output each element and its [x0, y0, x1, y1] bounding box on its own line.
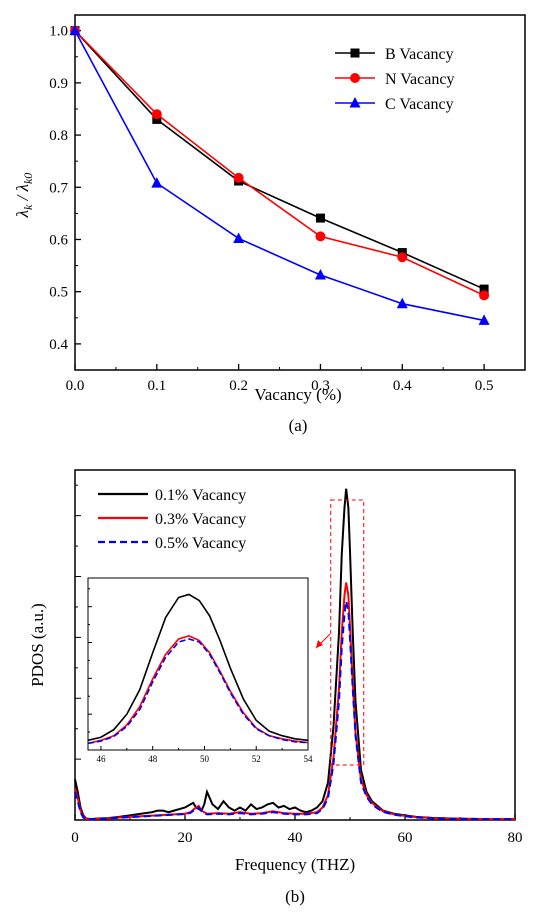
- data-point-1-5: [479, 290, 490, 301]
- chart-a: 0.0 0.1 0.2 0.3 0.4 0.50.40.50.60.70.80.91.0 …: [13, 14, 526, 435]
- chart-b-panel-label: (b): [285, 887, 305, 906]
- legend-marker-1: [350, 73, 360, 83]
- data-point-0-5: [479, 284, 489, 294]
- data-point-2-3: [314, 268, 326, 280]
- legend-label-1: N Vacancy: [385, 71, 454, 88]
- chart-a-xtick-label: 0.1: [147, 378, 166, 394]
- peak-highlight-box: [330, 499, 365, 766]
- chart-a-ytick-label: 1.0: [49, 24, 68, 40]
- chart-a-xtick-label: 0.3: [311, 378, 330, 394]
- chart-b-legend: 0.1% Vacancy 0.3% Vacancy 0.5% Vacancy: [98, 487, 246, 552]
- legend-label-b-0: 0.1% Vacancy: [155, 487, 246, 504]
- inset-ticks: 46 48 50 52 54: [88, 588, 314, 764]
- chart-a-ylabel-sub2: k0: [21, 173, 35, 184]
- chart-a-ylabel-div: / λ: [13, 184, 32, 205]
- pdos-line-0: [74, 488, 515, 821]
- inset-xtick-label: 54: [304, 754, 314, 764]
- chart-a-legend: B Vacancy N Vacancy C Vacancy: [335, 46, 454, 113]
- inset-xtick-label: 46: [96, 754, 106, 764]
- series-line-2: [74, 30, 485, 322]
- chart-a-ylabel-main: λ: [13, 210, 32, 218]
- data-point-0-1: [152, 114, 162, 124]
- chart-a-xtick-label: 0.0: [66, 378, 85, 394]
- chart-b-xlabel: Frequency (THZ): [235, 855, 355, 874]
- inset-line-2: [87, 638, 309, 745]
- legend-label-0: B Vacancy: [385, 46, 454, 63]
- chart-b-xtick-label: 20: [178, 830, 193, 846]
- chart-a-xtick-label: 0.5: [475, 378, 494, 394]
- chart-b-xtick-label: 40: [288, 830, 303, 846]
- chart-b-ylabel: PDOS (a.u.): [28, 603, 47, 687]
- pdos-line-2: [74, 601, 515, 821]
- chart-a-ylabel: λk / λk0: [13, 173, 35, 219]
- chart-a-ylabel-sub1: k: [21, 204, 35, 210]
- inset-xtick-label: 48: [148, 754, 158, 764]
- data-point-1-4: [397, 252, 408, 263]
- chart-b: 0 20 40 60 80 46 48 50 52 54 Frequency (THZ) PDO…: [28, 469, 523, 906]
- chart-a-panel-label: (a): [289, 416, 308, 435]
- legend-label-2: C Vacancy: [385, 96, 454, 113]
- chart-a-series: [69, 24, 490, 325]
- inset-line-0: [87, 593, 309, 742]
- legend-label-b-2: 0.5% Vacancy: [155, 535, 246, 552]
- data-point-2-0: [69, 24, 81, 36]
- data-point-1-1: [151, 109, 162, 120]
- chart-a-ytick-label: 0.8: [49, 128, 68, 144]
- chart-a-xlabel: Vacancy (%): [254, 385, 341, 404]
- inset-xtick-label: 52: [252, 754, 261, 764]
- series-line-1: [74, 30, 485, 297]
- chart-b-ticks: 0 20 40 60 80: [71, 484, 523, 846]
- chart-a-ticks: 0.0 0.1 0.2 0.3 0.4 0.5 0.4 0.5 0.6 0.7 0.8 0.9 1.0: [49, 24, 493, 394]
- legend-marker-0: [350, 48, 360, 58]
- data-point-2-1: [151, 177, 163, 188]
- inset-xtick-label: 50: [200, 754, 210, 764]
- data-point-2-2: [233, 232, 245, 243]
- data-point-2-4: [396, 297, 408, 309]
- chart-a-ytick-label: 0.4: [49, 337, 68, 353]
- legend-marker-2: [349, 97, 361, 108]
- chart-b-series: [74, 488, 515, 821]
- data-point-1-3: [315, 231, 326, 242]
- chart-b-xtick-label: 60: [398, 830, 413, 846]
- data-point-2-5: [478, 314, 490, 325]
- chart-a-frame: [74, 14, 526, 371]
- chart-a-xtick-label: 0.4: [393, 378, 412, 394]
- series-line-0: [74, 30, 485, 290]
- chart-a-ytick-label: 0.5: [49, 285, 68, 301]
- legend-label-b-1: 0.3% Vacancy: [155, 511, 246, 528]
- chart-a-ytick-label: 0.7: [49, 180, 68, 196]
- data-point-0-3: [315, 213, 325, 223]
- inset-series: [87, 593, 309, 745]
- chart-b-xtick-label: 80: [508, 830, 523, 846]
- chart-a-xtick-label: 0.2: [229, 378, 248, 394]
- chart-b-xtick-label: 0: [71, 830, 79, 846]
- chart-a-ytick-label: 0.6: [49, 232, 68, 248]
- chart-b-inset: 46 48 50 52 54: [87, 577, 314, 764]
- inset-frame: [87, 577, 309, 751]
- data-point-1-2: [233, 172, 244, 183]
- chart-a-ytick-label: 0.9: [49, 76, 68, 92]
- inset-arrow-head: [316, 640, 323, 648]
